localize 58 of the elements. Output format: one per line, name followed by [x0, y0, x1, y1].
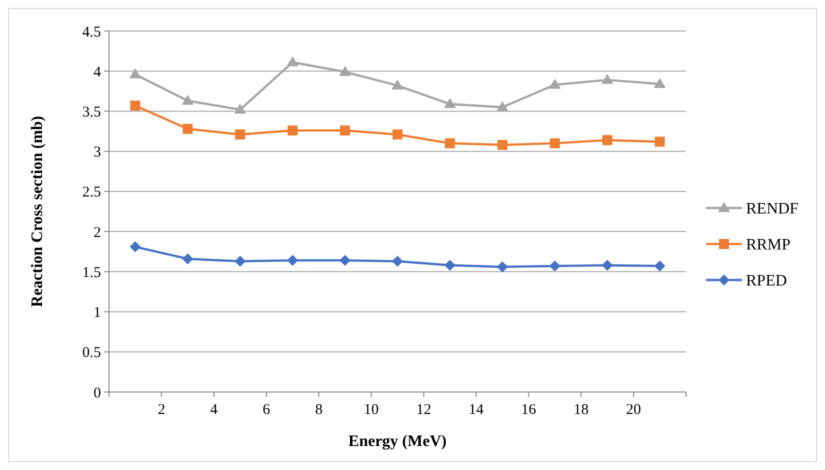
point: [339, 66, 352, 76]
point: [392, 256, 403, 267]
point: [130, 100, 140, 111]
y-tick-label: 0.5: [82, 345, 101, 362]
point: [392, 129, 402, 140]
x-tick-label: 10: [364, 402, 379, 418]
point: [444, 98, 456, 108]
point: [550, 138, 560, 148]
x-axis-title: Energy (MeV): [348, 433, 447, 450]
y-tick-label: 1: [94, 305, 101, 322]
y-tick-label: 3.5: [82, 104, 101, 120]
x-tick-label: 2: [158, 402, 166, 418]
point: [654, 136, 665, 147]
x-tick-label: 8: [315, 402, 323, 418]
point: [654, 260, 666, 272]
point: [182, 94, 194, 105]
point: [654, 78, 666, 88]
point: [129, 68, 142, 78]
legend-label: RENDF: [746, 200, 799, 218]
legend-label: RPED: [746, 272, 787, 290]
point: [549, 260, 560, 272]
point: [288, 125, 298, 136]
point: [496, 101, 508, 112]
point: [182, 253, 194, 264]
y-tick-label: 4.5: [82, 24, 101, 40]
legend-label: RRMP: [746, 236, 791, 254]
y-tick-label: 3: [94, 144, 101, 161]
point: [444, 260, 456, 271]
point: [444, 138, 455, 148]
point: [234, 104, 246, 114]
point: [287, 254, 298, 266]
x-tick-label: 14: [468, 402, 484, 418]
x-tick-label: 20: [626, 402, 642, 418]
y-tick-label: 4: [94, 64, 102, 80]
point: [497, 140, 508, 150]
point: [496, 261, 508, 272]
point: [602, 260, 613, 271]
x-tick-label: 6: [262, 402, 271, 418]
point: [602, 135, 612, 146]
point: [601, 74, 614, 84]
point: [548, 78, 561, 89]
point: [182, 124, 193, 134]
point: [235, 129, 246, 140]
y-axis-title: Reaction Cross section (mb): [29, 116, 46, 308]
y-tick-label: 0: [94, 385, 101, 402]
y-tick-label: 2.5: [82, 184, 101, 201]
y-tick-label: 2: [94, 224, 101, 241]
point: [340, 125, 350, 136]
point: [234, 256, 246, 267]
point: [130, 241, 141, 252]
x-tick-label: 16: [521, 402, 537, 418]
x-tick-label: 18: [574, 402, 589, 418]
point: [340, 254, 351, 266]
y-tick-label: 1.5: [82, 264, 101, 281]
x-tick-label: 12: [416, 402, 432, 418]
point: [286, 56, 299, 66]
x-tick-label: 4: [210, 402, 218, 418]
point: [392, 80, 404, 90]
